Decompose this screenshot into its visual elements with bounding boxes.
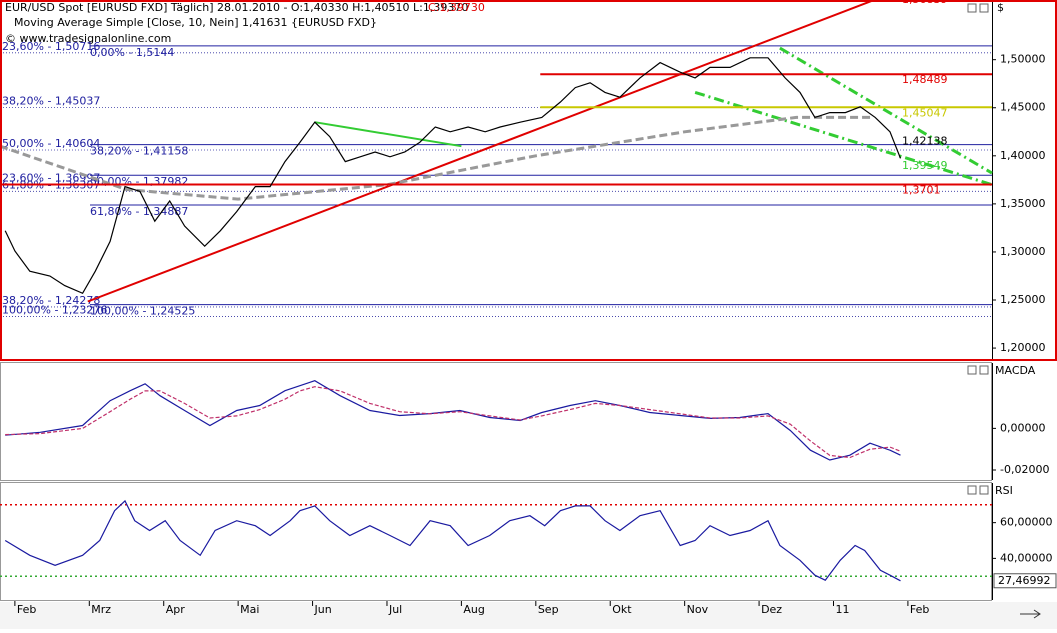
trend-line bbox=[314, 121, 462, 148]
current-value-box bbox=[993, 573, 1057, 589]
x-tick-label: Mrz bbox=[91, 603, 111, 616]
trend-line bbox=[87, 0, 877, 303]
macd-panel-frame bbox=[0, 362, 992, 481]
price-label: 1,42138 bbox=[902, 134, 948, 147]
fib-label: 100,00% - 1,24525 bbox=[90, 305, 195, 318]
y-tick-label: 1,50000 bbox=[1000, 53, 1046, 66]
fib-label: 23,60% - 1,36997 bbox=[2, 172, 100, 185]
y-tick-label: 40,00000 bbox=[1000, 551, 1053, 564]
chart-title: EUR/USD Spot [EURUSD FXD] Täglich] 28.01… bbox=[5, 1, 468, 14]
y-tick-label: 0,00000 bbox=[1000, 421, 1046, 434]
x-tick-label: Apr bbox=[166, 603, 186, 616]
close-button[interactable] bbox=[979, 485, 989, 495]
restore-button[interactable] bbox=[967, 3, 977, 13]
subtitle: Moving Average Simple [Close, 10, Nein] … bbox=[14, 16, 377, 29]
fib-label: 38,20% - 1,24278 bbox=[2, 294, 100, 307]
fib-label: 23,60% - 1,50716 bbox=[2, 40, 100, 53]
y-tick-label: 1,45000 bbox=[1000, 101, 1046, 114]
current-value-label: 27,46992 bbox=[998, 574, 1051, 587]
restore-button[interactable] bbox=[967, 365, 977, 375]
scroll-arrow[interactable] bbox=[1020, 609, 1041, 619]
price-label: 1,39549 bbox=[902, 159, 948, 172]
y-tick-label: 1,25000 bbox=[1000, 293, 1046, 306]
x-tick-label: Aug bbox=[463, 603, 484, 616]
series-line bbox=[4, 499, 901, 582]
y-tick-label: -0,02000 bbox=[1000, 463, 1049, 476]
y-tick-label: 1,35000 bbox=[1000, 197, 1046, 210]
y-tick-label: 1,30000 bbox=[1000, 245, 1046, 258]
y-tick-label: 60,00000 bbox=[1000, 516, 1053, 529]
panel-buttons bbox=[967, 3, 1041, 619]
y-tick-label: 1,20000 bbox=[1000, 341, 1046, 354]
fib-label: 100,00% - 1,23276 bbox=[2, 304, 107, 317]
time-axis-bg bbox=[0, 602, 1057, 629]
close-button[interactable] bbox=[979, 365, 989, 375]
panel-label: MACDA bbox=[995, 364, 1036, 377]
panel-label: RSI bbox=[995, 484, 1013, 497]
x-tick-label: Jun bbox=[314, 603, 332, 616]
trend-line bbox=[779, 46, 993, 175]
series-line bbox=[4, 57, 902, 295]
price-panel-frame bbox=[0, 0, 1057, 361]
price-label: 1,48489 bbox=[902, 73, 948, 86]
price-label: 1,3701 bbox=[902, 184, 941, 197]
fib-label: 38,20% - 1,45037 bbox=[2, 94, 100, 107]
x-tick-label: Okt bbox=[612, 603, 632, 616]
series-line bbox=[5, 380, 901, 461]
price-label: 1,56839 bbox=[902, 0, 948, 6]
fib-label: 50,00% - 1,40604 bbox=[2, 137, 100, 150]
x-tick-label: Sep bbox=[538, 603, 559, 616]
x-tick-label: 11 bbox=[835, 603, 849, 616]
close-price: C:1,39730 bbox=[428, 1, 485, 14]
restore-button[interactable] bbox=[967, 485, 977, 495]
source: © www.tradesignalonline.com bbox=[5, 32, 171, 45]
x-tick-label: Jul bbox=[388, 603, 402, 616]
x-tick-label: Mai bbox=[240, 603, 259, 616]
fib-label: 0,00% - 1,5144 bbox=[90, 46, 174, 59]
trend-line bbox=[0, 115, 871, 201]
series-line bbox=[5, 386, 901, 459]
y-tick-label: 1,40000 bbox=[1000, 149, 1046, 162]
panel-label: $ bbox=[997, 1, 1004, 14]
x-tick-label: Nov bbox=[687, 603, 709, 616]
fib-label: 38,20% - 1,41158 bbox=[90, 145, 188, 158]
x-tick-label: Dez bbox=[761, 603, 782, 616]
close-button[interactable] bbox=[979, 3, 989, 13]
x-tick-label: Feb bbox=[17, 603, 36, 616]
price-label: 1,45047 bbox=[902, 106, 948, 119]
trend-line bbox=[694, 90, 993, 187]
rsi-panel-frame bbox=[0, 482, 992, 601]
x-tick-label: Feb bbox=[910, 603, 929, 616]
